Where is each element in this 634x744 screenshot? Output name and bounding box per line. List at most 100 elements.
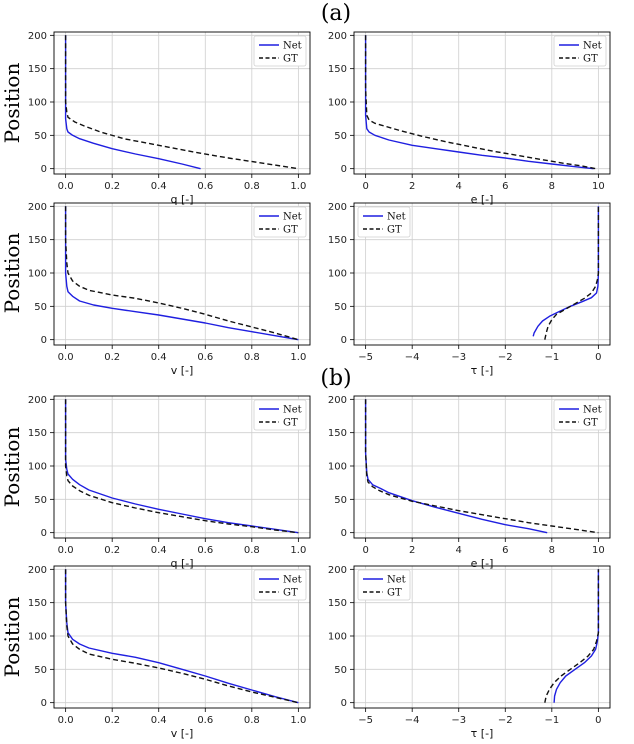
group-label-b: (b) <box>320 366 351 391</box>
x-tick-label: 0.0 <box>58 352 74 363</box>
legend: Net GT <box>253 206 307 238</box>
y-tick-label: 150 <box>328 428 347 439</box>
x-tick-label: −2 <box>498 715 513 726</box>
legend-net-label: Net <box>583 405 602 416</box>
legend-gt-label: GT <box>283 225 298 236</box>
y-tick-label: 100 <box>28 462 47 473</box>
y-tick-label: 200 <box>328 31 347 42</box>
x-tick-label: 0.6 <box>197 545 213 556</box>
legend: Net GT <box>553 35 607 67</box>
series-gt-line <box>64 569 299 704</box>
x-tick-label: 0 <box>362 545 368 556</box>
x-tick-label: −5 <box>358 715 373 726</box>
series-net-line <box>64 399 299 534</box>
y-tick-label: 100 <box>28 632 47 643</box>
x-tick-label: 0.4 <box>151 181 167 192</box>
x-tick-label: 0.0 <box>58 715 74 726</box>
x-tick-label: 0.2 <box>104 545 120 556</box>
legend-net-label: Net <box>387 575 406 586</box>
series-net-line <box>532 206 600 337</box>
x-tick-label: 6 <box>502 545 508 556</box>
x-tick-label: 10 <box>592 545 605 556</box>
x-tick-label: 2 <box>409 545 415 556</box>
y-tick-label: 0 <box>341 528 347 539</box>
x-axis-label: q [-] <box>170 193 193 206</box>
y-tick-label: 0 <box>41 164 47 175</box>
x-tick-label: −3 <box>451 352 466 363</box>
series-gt-line <box>364 399 599 534</box>
axes-frame <box>53 565 311 709</box>
axes-frame <box>353 565 611 709</box>
x-tick-label: 0 <box>362 181 368 192</box>
legend-gt-label: GT <box>387 588 402 599</box>
y-tick-label: 50 <box>334 665 347 676</box>
series-net-line <box>64 206 299 341</box>
x-tick-label: 6 <box>502 181 508 192</box>
x-tick-label: −3 <box>451 715 466 726</box>
x-tick-label: 8 <box>549 545 555 556</box>
legend-gt-label: GT <box>387 225 402 236</box>
y-tick-label: 50 <box>34 495 47 506</box>
y-tick-label: 100 <box>328 98 347 109</box>
legend-net-label: Net <box>583 41 602 52</box>
y-tick-label: 200 <box>28 395 47 406</box>
group-label-a: (a) <box>321 1 351 26</box>
y-tick-label: 50 <box>34 665 47 676</box>
series-gt-line <box>64 35 299 170</box>
y-tick-label: 200 <box>28 31 47 42</box>
x-tick-label: 2 <box>409 181 415 192</box>
y-tick-label: 150 <box>28 64 47 75</box>
x-tick-label: 4 <box>456 181 462 192</box>
y-tick-label: 200 <box>28 565 47 576</box>
y-axis-label-2: Position <box>0 233 24 314</box>
x-tick-label: 10 <box>592 181 605 192</box>
x-axis-label: e [-] <box>471 193 494 206</box>
x-axis-label: v [-] <box>171 727 194 740</box>
series-net-line <box>64 35 201 170</box>
legend-net-label: Net <box>387 212 406 223</box>
y-tick-label: 100 <box>328 462 347 473</box>
axes-frame <box>53 31 311 175</box>
x-tick-label: 0.6 <box>197 352 213 363</box>
axes-frame <box>53 202 311 346</box>
x-tick-label: 1.0 <box>290 715 306 726</box>
legend-net-label: Net <box>283 575 302 586</box>
y-tick-label: 150 <box>328 64 347 75</box>
series-gt-line <box>544 569 600 703</box>
x-tick-label: 0.0 <box>58 545 74 556</box>
legend-gt-label: GT <box>283 418 298 429</box>
series-gt-line <box>364 35 597 170</box>
x-tick-label: −4 <box>405 352 420 363</box>
x-tick-label: 8 <box>549 181 555 192</box>
subplot-7: 0.0 0.2 0.4 0.6 0.8 1.0 0 50 100 150 200 v [-] Net GT <box>28 565 311 740</box>
y-tick-label: 50 <box>334 495 347 506</box>
x-tick-label: 0.6 <box>197 715 213 726</box>
y-tick-label: 150 <box>328 598 347 609</box>
subplot-1: 0.0 0.2 0.4 0.6 0.8 1.0 0 50 100 150 200 q [-] Net GT <box>28 31 311 206</box>
subplot-4: −5 −4 −3 −2 −1 0 0 50 100 150 200 τ [-] Net GT <box>328 202 611 377</box>
y-tick-label: 200 <box>328 395 347 406</box>
axes-frame <box>353 395 611 539</box>
x-tick-label: 0.8 <box>244 181 260 192</box>
x-tick-label: 1.0 <box>290 545 306 556</box>
y-tick-label: 100 <box>28 98 47 109</box>
x-axis-label: q [-] <box>170 557 193 570</box>
legend: Net GT <box>253 35 307 67</box>
x-tick-label: 0.8 <box>244 545 260 556</box>
x-tick-label: −5 <box>358 352 373 363</box>
y-tick-label: 100 <box>328 632 347 643</box>
y-tick-label: 200 <box>328 202 347 213</box>
y-axis-label-4: Position <box>0 597 24 678</box>
x-axis-label: τ [-] <box>471 364 494 377</box>
series-gt-line <box>64 399 299 534</box>
legend-net-label: Net <box>283 212 302 223</box>
x-tick-label: 0.2 <box>104 181 120 192</box>
y-tick-label: 150 <box>28 598 47 609</box>
legend: Net GT <box>253 569 307 601</box>
x-tick-label: 0.6 <box>197 181 213 192</box>
x-tick-label: 0.8 <box>244 352 260 363</box>
y-tick-label: 50 <box>334 302 347 313</box>
